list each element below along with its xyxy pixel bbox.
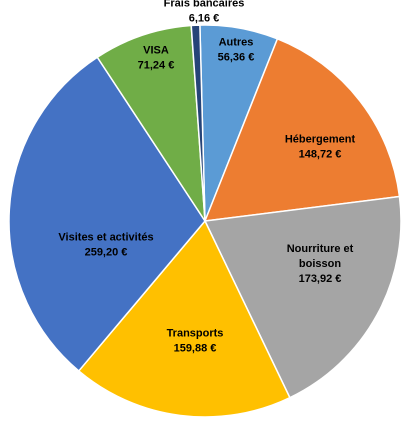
slice-value-label: 148,72 €: [299, 148, 342, 160]
pie-slice-hebergement: [204, 38, 401, 222]
slice-value-label: 173,92 €: [299, 273, 342, 285]
slice-label-frais-bancaires: Frais bancaires 6,16 €: [164, 0, 245, 24]
slice-name-label: Hébergement: [285, 133, 356, 145]
slice-name-label: Frais bancaires: [164, 0, 245, 9]
slice-value-label: 259,20 €: [85, 246, 128, 258]
slice-name-label: Autres: [219, 36, 254, 48]
slice-value-label: 56,36 €: [218, 51, 255, 63]
slice-label-visa: VISA 71,24 €: [138, 44, 175, 71]
pie-slice-transports: [78, 220, 291, 418]
pie-slice-visa: [96, 24, 206, 222]
slice-label-nourriture-et-boisson: Nourriture et boisson 173,92 €: [287, 243, 354, 285]
pie-slices: [8, 24, 402, 418]
slice-label-autres: Autres 56,36 €: [218, 36, 255, 63]
slice-value-label: 71,24 €: [138, 59, 175, 71]
slice-name-label: VISA: [143, 44, 169, 56]
slice-label-transports: Transports 159,88 €: [167, 327, 224, 354]
pie-slice-visites-et-activites: [8, 56, 206, 372]
slice-label-hebergement: Hébergement 148,72 €: [285, 133, 356, 160]
slice-name-label: Nourriture et: [287, 243, 354, 255]
slice-value-label: 6,16 €: [189, 12, 220, 24]
slice-label-visites-et-activites: Visites et activités 259,20 €: [58, 231, 153, 258]
pie-slice-nourriture-et-boisson: [204, 195, 402, 399]
pie-labels: Autres 56,36 € Hébergement 148,72 € Nourritu…: [58, 0, 355, 354]
slice-name-label: Visites et activités: [58, 231, 153, 243]
slice-name-label: Transports: [167, 327, 224, 339]
pie-slice-frais-bancaires: [190, 24, 206, 222]
slice-name-label: boisson: [299, 258, 341, 270]
slice-value-label: 159,88 €: [174, 342, 217, 354]
